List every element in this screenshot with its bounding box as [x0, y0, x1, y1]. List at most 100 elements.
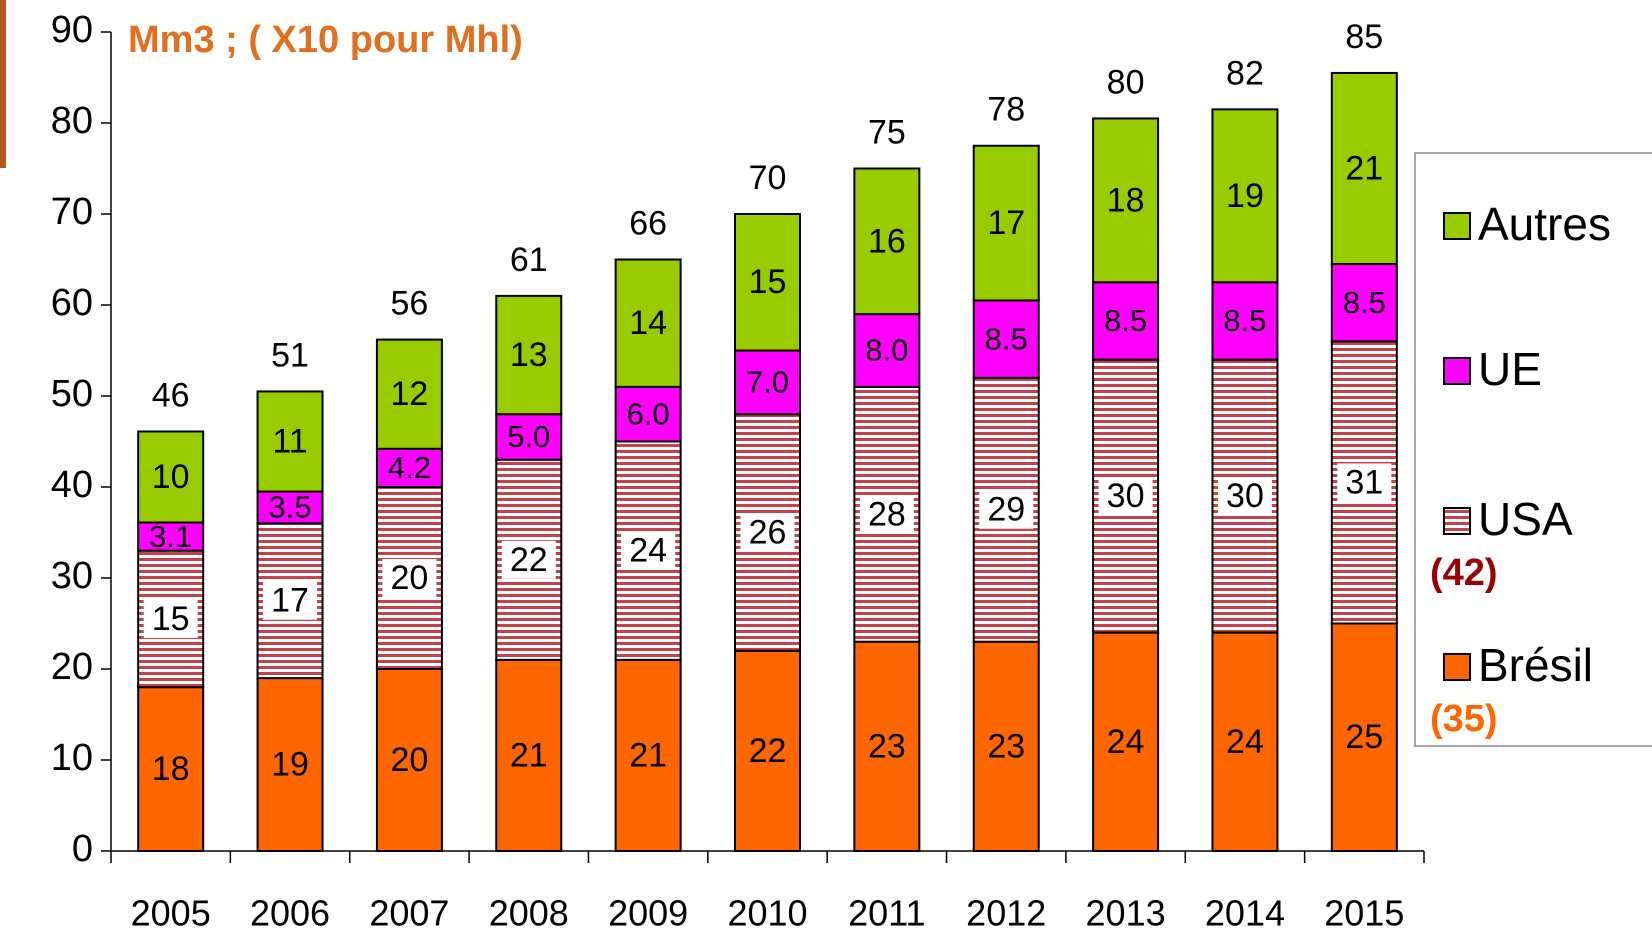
label-background	[501, 540, 556, 579]
total-label: 61	[510, 241, 548, 279]
x-tick-label: 2015	[1324, 893, 1404, 934]
legend-label: USA	[1478, 493, 1573, 545]
total-label: 80	[1107, 63, 1145, 101]
data-label: 26	[749, 513, 787, 551]
bar-segment	[972, 640, 1040, 853]
data-label: 14	[629, 304, 667, 342]
bar-segment	[375, 668, 443, 852]
legend-label: Brésil	[1478, 639, 1593, 691]
total-label: 56	[390, 285, 428, 323]
legend-box	[1414, 152, 1652, 747]
bar-segment	[256, 677, 324, 852]
label-background	[1217, 477, 1272, 516]
bar-segment	[614, 385, 682, 443]
bar-segment	[1211, 631, 1279, 852]
data-label: 30	[1107, 477, 1145, 515]
data-label: 8.5	[1343, 285, 1386, 320]
y-tick-label: 20	[51, 646, 93, 688]
data-label: 21	[629, 736, 667, 774]
bar-segment	[1330, 622, 1398, 852]
data-label: 25	[1345, 718, 1383, 756]
legend-swatch	[1443, 357, 1471, 385]
total-label: 66	[629, 204, 667, 242]
x-tick-label: 2010	[727, 893, 807, 934]
bar-segment	[137, 430, 205, 524]
legend-label: Autres	[1478, 198, 1611, 250]
data-label: 28	[868, 495, 906, 533]
data-label: 24	[1226, 723, 1264, 761]
y-tick-label: 0	[72, 828, 93, 870]
total-label: 75	[868, 113, 906, 151]
x-tick-label: 2005	[131, 893, 211, 934]
data-label: 19	[271, 746, 309, 784]
bar-segment	[614, 258, 682, 388]
data-label: 12	[390, 375, 428, 413]
bar-segment	[614, 658, 682, 853]
data-label: 17	[271, 582, 309, 620]
x-tick-label: 2014	[1205, 893, 1285, 934]
bar-segment	[256, 390, 324, 493]
label-background	[143, 599, 198, 638]
data-label: 31	[1345, 463, 1383, 501]
data-label: 18	[152, 750, 190, 788]
data-label: 17	[987, 204, 1025, 242]
data-label: 8.5	[1223, 303, 1266, 338]
bar-segment	[137, 521, 205, 552]
total-label: 82	[1226, 54, 1264, 92]
legend-label: UE	[1478, 343, 1542, 395]
bar-segment	[375, 447, 443, 488]
data-label: 29	[987, 491, 1025, 529]
data-label: 8.5	[1104, 303, 1147, 338]
label-background	[621, 531, 676, 570]
data-label: 16	[868, 222, 906, 260]
data-label: 22	[749, 732, 787, 770]
bar-segment	[972, 299, 1040, 379]
x-tick-label: 2013	[1086, 893, 1166, 934]
bar-segment	[1092, 281, 1160, 361]
y-tick-label: 30	[51, 555, 93, 597]
x-tick-label: 2006	[250, 893, 330, 934]
x-tick-label: 2007	[369, 893, 449, 934]
data-label: 15	[749, 263, 787, 301]
bar-segment	[853, 640, 921, 853]
bar-segment	[734, 649, 801, 852]
label-background	[859, 495, 914, 534]
y-tick-label: 40	[51, 464, 93, 506]
data-label: 23	[987, 727, 1025, 765]
side-accent	[0, 0, 6, 168]
data-label: 5.0	[507, 419, 550, 454]
bar-segment	[1211, 281, 1279, 361]
total-label: 70	[749, 159, 787, 197]
label-background	[740, 513, 795, 552]
bar-segment	[1330, 71, 1398, 266]
x-tick-label: 2011	[848, 893, 925, 934]
data-label: 10	[152, 458, 190, 496]
data-label: 8.5	[985, 321, 1028, 356]
label-background	[382, 559, 437, 597]
bar-segment	[137, 686, 205, 853]
total-label: 78	[987, 91, 1025, 129]
data-label: 3.1	[149, 519, 192, 554]
total-label: 85	[1345, 18, 1383, 56]
label-background	[263, 581, 318, 620]
chart-title: Mm3 ; ( X10 pour Mhl)	[128, 19, 523, 61]
data-label: 3.5	[268, 490, 311, 525]
data-label: 20	[390, 741, 428, 779]
bar-segment	[734, 349, 801, 416]
y-tick-label: 80	[51, 100, 93, 142]
data-label: 13	[510, 336, 548, 374]
y-tick-label: 60	[51, 282, 93, 324]
data-label: 30	[1226, 477, 1264, 515]
label-background	[1337, 463, 1392, 502]
data-label: 4.2	[388, 450, 431, 485]
data-label: 6.0	[627, 396, 670, 431]
data-label: 21	[1345, 149, 1383, 187]
legend-swatch	[1443, 507, 1471, 535]
data-label: 15	[152, 600, 190, 638]
x-tick-label: 2009	[608, 893, 688, 934]
y-tick-label: 50	[51, 373, 93, 415]
data-label: 23	[868, 727, 906, 765]
data-label: 24	[629, 532, 667, 570]
